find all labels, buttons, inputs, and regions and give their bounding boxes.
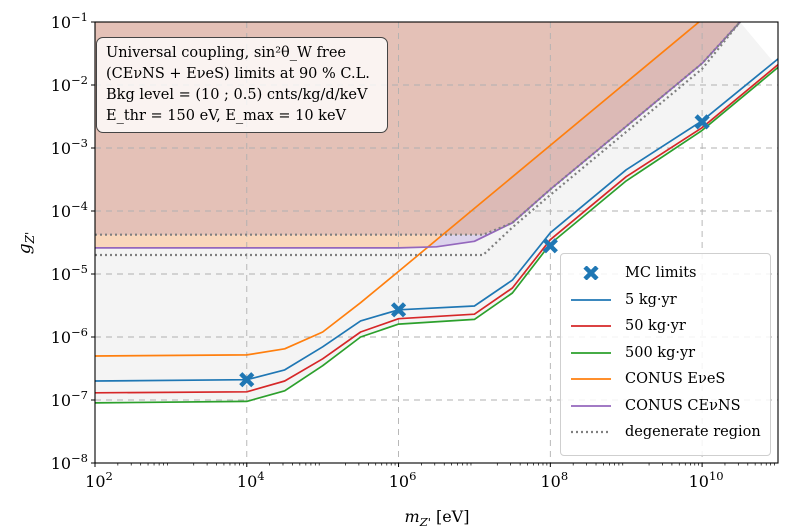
- sensitivity-band: [95, 22, 778, 403]
- legend-key: [571, 425, 611, 439]
- x-axis-label: mZ' [eV]: [405, 507, 470, 529]
- legend-label: MC limits: [625, 265, 697, 282]
- series-line-500-kg-yr: [95, 66, 778, 404]
- legend-item: CONUS CEνNS: [571, 393, 766, 420]
- mc-limit-marker: [239, 372, 255, 388]
- legend-key: [571, 319, 611, 333]
- plot-frame: [94, 21, 779, 464]
- legend-item: degenerate region: [571, 419, 766, 446]
- annotation-line-1: Universal coupling, sin²θ_W free: [106, 45, 347, 61]
- x-tick-label: 106: [389, 469, 417, 491]
- legend-key: [571, 346, 611, 360]
- legend-label: degenerate region: [625, 424, 761, 441]
- legend-label: CONUS CEνNS: [625, 397, 741, 414]
- annotation-line-2: (CEνNS + EνeS) limits at 90 % C.L.: [106, 66, 370, 82]
- y-tick-label: 10−6: [51, 325, 88, 347]
- legend-item: 500 kg·yr: [571, 340, 766, 367]
- y-tick-label: 10−2: [51, 73, 88, 95]
- annotation-line-4: E_thr = 150 eV, E_max = 10 keV: [106, 108, 346, 124]
- legend-key: [571, 293, 611, 307]
- legend-label: 5 kg·yr: [625, 291, 677, 308]
- legend-key: [571, 266, 611, 281]
- series-line-conus-ce-ns: [95, 22, 741, 249]
- x-tick-label: 102: [85, 469, 113, 491]
- legend: MC limits 5 kg·yr 50 kg·yr 500 kg·yr CONUS E…: [560, 253, 771, 456]
- legend-item: 50 kg·yr: [571, 313, 766, 340]
- y-tick-label: 10−5: [51, 262, 88, 284]
- legend-key: [571, 399, 611, 413]
- legend-item: MC limits: [571, 260, 766, 287]
- y-axis-label: gZ': [15, 232, 37, 255]
- y-tick-label: 10−8: [51, 451, 88, 473]
- degenerate-line-2: [95, 22, 741, 257]
- x-tick-label: 1010: [689, 469, 724, 491]
- degenerate-line-1: [95, 22, 741, 236]
- mc-limit-marker: [694, 114, 710, 130]
- series-line-conus-e-es: [95, 22, 701, 357]
- series-line-50-kg-yr: [95, 64, 778, 394]
- legend-label: 50 kg·yr: [625, 318, 686, 335]
- mc-limit-marker: [542, 238, 558, 254]
- legend-item: 5 kg·yr: [571, 287, 766, 314]
- y-tick-label: 10−4: [51, 199, 88, 221]
- axes: 102 104 106 108 1010 10−8 10−7 10−6 10−5 10−4 10−3…: [15, 10, 775, 529]
- y-tick-label: 10−1: [51, 10, 88, 32]
- y-tick-label: 10−7: [51, 388, 88, 410]
- legend-item: CONUS EνeS: [571, 366, 766, 393]
- legend-key: [571, 372, 611, 386]
- annotation-line-3: Bkg level = (10 ; 0.5) cnts/kg/d/keV: [106, 87, 368, 103]
- annotation-box: Universal coupling, sin²θ_W free (CEνNS …: [96, 37, 388, 133]
- legend-label: CONUS EνeS: [625, 371, 726, 388]
- series-line-5-kg-yr: [95, 58, 778, 382]
- x-tick-label: 104: [237, 469, 265, 491]
- y-tick-label: 10−3: [51, 136, 88, 158]
- mc-limit-marker: [390, 302, 407, 318]
- legend-label: 500 kg·yr: [625, 344, 696, 361]
- x-tick-label: 108: [540, 469, 568, 491]
